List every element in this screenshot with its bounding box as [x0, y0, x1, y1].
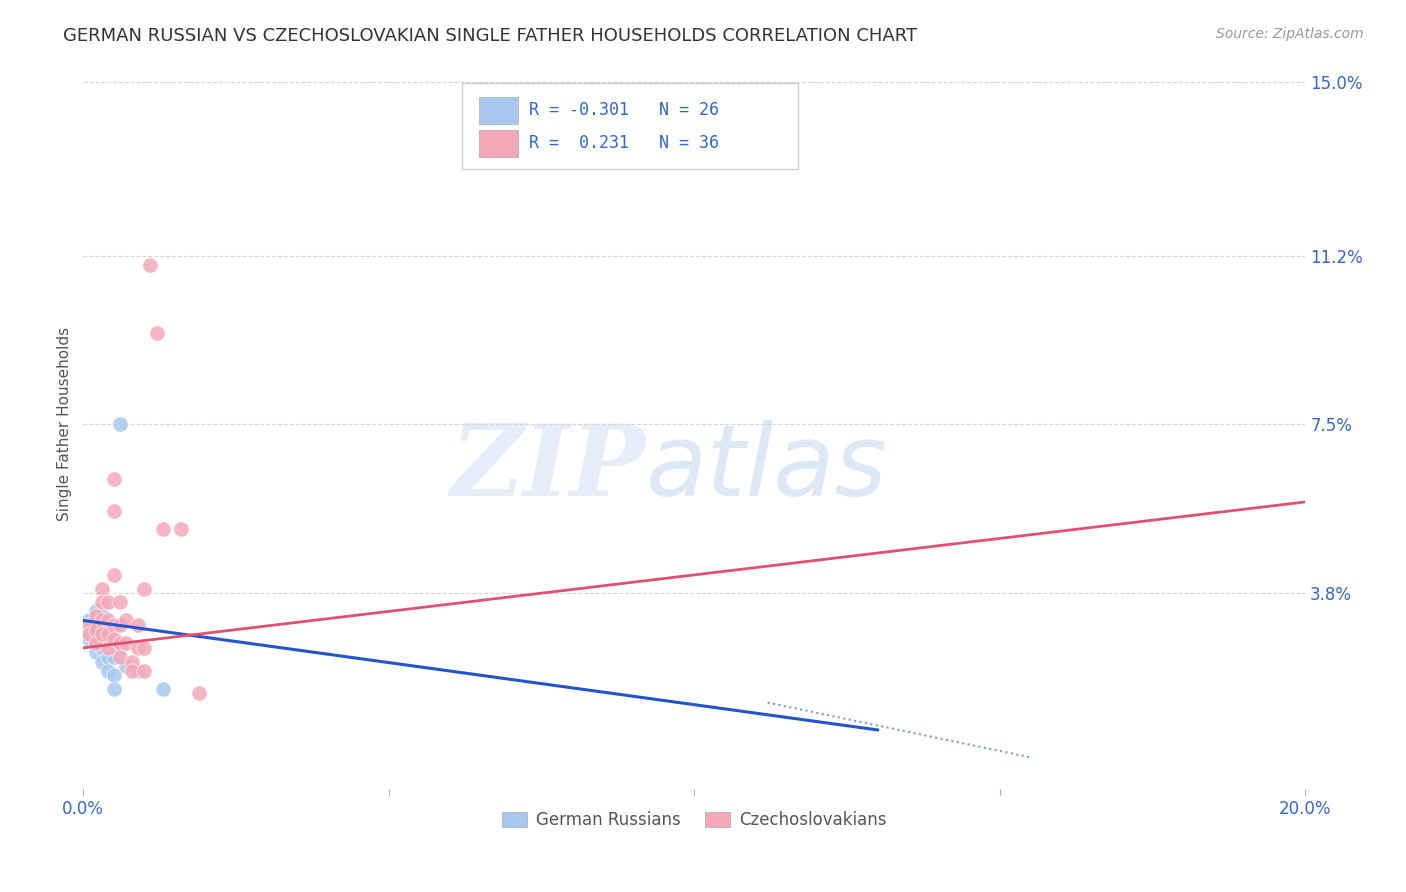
Point: [97, 636, 120, 650]
Point: [115, 636, 138, 650]
Point: [84, 623, 107, 637]
Point: [152, 522, 174, 536]
Y-axis label: Single Father Households: Single Father Households: [58, 327, 72, 522]
Legend: German Russians, Czechoslovakians: German Russians, Czechoslovakians: [496, 805, 893, 836]
Point: [79, 614, 101, 628]
Point: [79, 632, 101, 646]
Point: [90, 655, 112, 669]
Point: [134, 664, 156, 678]
Point: [79, 623, 101, 637]
Point: [84, 645, 107, 659]
Point: [84, 636, 107, 650]
Point: [103, 632, 125, 646]
Point: [90, 609, 112, 624]
Point: [103, 668, 125, 682]
Point: [108, 618, 131, 632]
Point: [121, 664, 143, 678]
Point: [90, 640, 112, 655]
Point: [90, 627, 112, 641]
Point: [84, 618, 107, 632]
Point: [127, 664, 149, 678]
Point: [103, 681, 125, 696]
Point: [127, 640, 149, 655]
Point: [103, 618, 125, 632]
Point: [90, 614, 112, 628]
FancyBboxPatch shape: [479, 129, 519, 157]
Text: Source: ZipAtlas.com: Source: ZipAtlas.com: [1216, 27, 1364, 41]
Point: [90, 618, 112, 632]
Point: [84, 627, 107, 641]
FancyBboxPatch shape: [479, 96, 519, 124]
Point: [97, 664, 120, 678]
Point: [170, 522, 193, 536]
Point: [90, 595, 112, 609]
Point: [115, 659, 138, 673]
FancyBboxPatch shape: [463, 83, 799, 169]
Text: R = -0.301   N = 26: R = -0.301 N = 26: [529, 101, 720, 120]
Point: [90, 627, 112, 641]
Point: [121, 655, 143, 669]
Point: [97, 595, 120, 609]
Point: [97, 614, 120, 628]
Point: [79, 627, 101, 641]
Point: [139, 258, 162, 272]
Point: [108, 595, 131, 609]
Point: [103, 632, 125, 646]
Text: ZIP: ZIP: [450, 420, 645, 516]
Text: GERMAN RUSSIAN VS CZECHOSLOVAKIAN SINGLE FATHER HOUSEHOLDS CORRELATION CHART: GERMAN RUSSIAN VS CZECHOSLOVAKIAN SINGLE…: [63, 27, 917, 45]
Point: [115, 614, 138, 628]
Point: [108, 650, 131, 665]
Point: [103, 504, 125, 518]
Text: R =  0.231   N = 36: R = 0.231 N = 36: [529, 135, 720, 153]
Point: [145, 326, 167, 341]
Point: [103, 472, 125, 486]
Point: [97, 627, 120, 641]
Point: [97, 618, 120, 632]
Point: [103, 568, 125, 582]
Point: [90, 582, 112, 596]
Point: [103, 650, 125, 665]
Point: [97, 640, 120, 655]
Point: [188, 686, 211, 700]
Point: [97, 650, 120, 665]
Point: [84, 636, 107, 650]
Point: [84, 609, 107, 624]
Point: [127, 618, 149, 632]
Point: [152, 681, 174, 696]
Point: [84, 604, 107, 618]
Point: [108, 417, 131, 432]
Point: [134, 640, 156, 655]
Point: [108, 636, 131, 650]
Point: [108, 640, 131, 655]
Point: [79, 618, 101, 632]
Text: atlas: atlas: [645, 420, 887, 516]
Point: [134, 582, 156, 596]
